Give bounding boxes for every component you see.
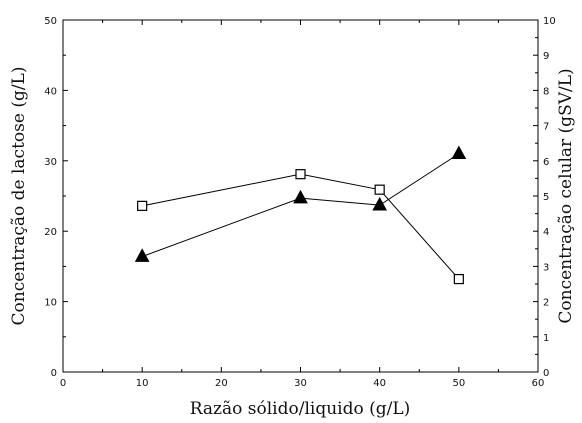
- y-right-tick-label: 1: [543, 333, 549, 344]
- x-tick-label: 10: [136, 378, 149, 389]
- open-square-marker: [137, 200, 148, 211]
- y-left-tick-label: 20: [44, 227, 57, 238]
- open-square-marker: [295, 169, 306, 180]
- y-left-tick-label: 0: [51, 368, 57, 379]
- y-right-tick-label: 9: [543, 51, 549, 62]
- open-square-marker: [453, 273, 464, 285]
- open-square-marker: [374, 184, 385, 195]
- x-tick-label: 0: [60, 378, 66, 389]
- y-right-tick-label: 0: [543, 368, 549, 379]
- y-left-tick-label: 40: [44, 86, 57, 97]
- y-right-tick-label: 8: [543, 86, 549, 97]
- y-left-tick-label: 10: [44, 298, 57, 309]
- filled-triangle-marker: [372, 196, 388, 211]
- filled-triangle-marker: [134, 248, 150, 262]
- x-axis-label: Razão sólido/liquido (g/L): [190, 399, 411, 419]
- y-left-tick-label: 50: [44, 16, 57, 27]
- y-right-tick-label: 3: [543, 262, 549, 273]
- x-tick-label: 60: [532, 378, 545, 389]
- filled-triangle-marker: [451, 145, 467, 160]
- series-line-1: [142, 173, 460, 280]
- x-tick-label: 30: [294, 378, 307, 389]
- y-left-tick-label: 30: [44, 157, 57, 168]
- y-right-tick-label: 6: [543, 157, 549, 168]
- x-tick-label: 50: [452, 378, 465, 389]
- y-right-tick-label: 5: [543, 192, 549, 203]
- y-axis-right-label: Concentração celular (gSV/L): [556, 68, 576, 323]
- x-tick-label: 40: [373, 378, 386, 389]
- y-right-tick-label: 4: [543, 227, 549, 238]
- series-line-2: [141, 153, 460, 258]
- y-right-tick-label: 2: [543, 298, 549, 309]
- y-right-tick-label: 7: [543, 122, 549, 133]
- x-tick-label: 20: [215, 378, 228, 389]
- y-right-tick-label: 10: [543, 16, 556, 27]
- filled-triangle-marker: [293, 189, 308, 204]
- y-axis-left-label: Concentração de lactose (g/L): [9, 67, 29, 326]
- series-layer: [134, 145, 467, 285]
